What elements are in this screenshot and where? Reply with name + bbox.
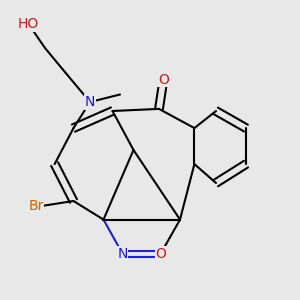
Text: Br: Br [28,200,44,213]
Text: O: O [155,247,166,260]
Text: HO: HO [18,17,39,31]
Text: N: N [85,95,95,109]
Text: O: O [158,73,169,86]
Text: N: N [117,247,128,260]
